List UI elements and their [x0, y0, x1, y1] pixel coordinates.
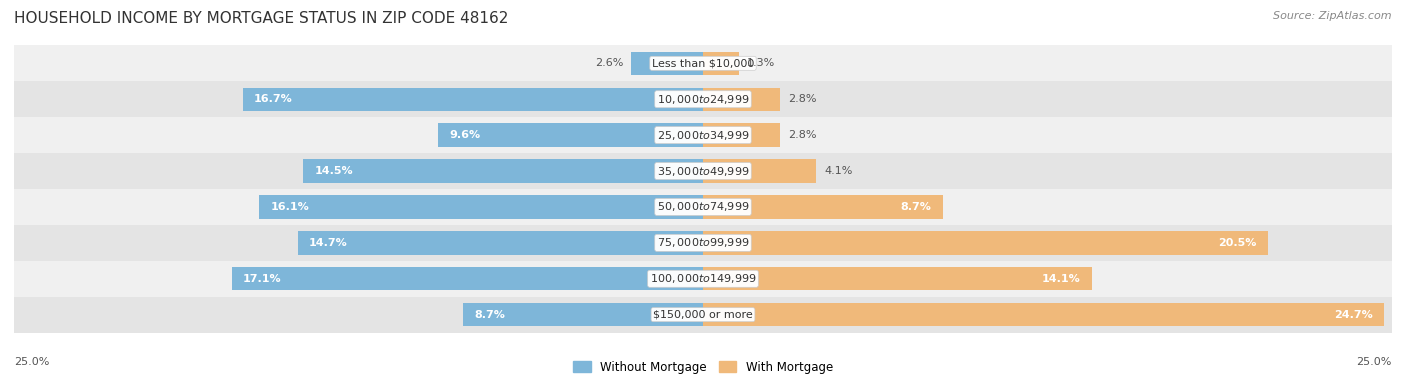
Bar — [14, 189, 1392, 225]
Text: 9.6%: 9.6% — [450, 130, 481, 140]
Bar — [304, 160, 703, 183]
Bar — [703, 267, 1091, 290]
Text: Less than $10,000: Less than $10,000 — [652, 58, 754, 68]
Text: $50,000 to $74,999: $50,000 to $74,999 — [657, 200, 749, 214]
Text: 24.7%: 24.7% — [1334, 310, 1372, 320]
Text: $25,000 to $34,999: $25,000 to $34,999 — [657, 129, 749, 142]
Text: 1.3%: 1.3% — [747, 58, 775, 68]
Bar — [703, 195, 943, 218]
Text: $100,000 to $149,999: $100,000 to $149,999 — [650, 272, 756, 285]
Bar — [631, 52, 703, 75]
Text: 14.5%: 14.5% — [315, 166, 353, 176]
Bar — [14, 45, 1392, 81]
Text: 2.6%: 2.6% — [595, 58, 623, 68]
Text: $150,000 or more: $150,000 or more — [654, 310, 752, 320]
Text: $75,000 to $99,999: $75,000 to $99,999 — [657, 236, 749, 249]
Bar — [14, 261, 1392, 297]
Bar — [14, 117, 1392, 153]
Text: Source: ZipAtlas.com: Source: ZipAtlas.com — [1274, 11, 1392, 21]
Bar — [14, 225, 1392, 261]
Text: 16.7%: 16.7% — [254, 94, 292, 104]
Bar — [439, 124, 703, 147]
Text: 14.7%: 14.7% — [309, 238, 347, 248]
Bar — [14, 153, 1392, 189]
Text: 16.1%: 16.1% — [270, 202, 309, 212]
Text: 14.1%: 14.1% — [1042, 274, 1081, 284]
Bar — [703, 52, 738, 75]
Text: 8.7%: 8.7% — [901, 202, 932, 212]
Text: 4.1%: 4.1% — [824, 166, 852, 176]
Text: $10,000 to $24,999: $10,000 to $24,999 — [657, 93, 749, 106]
Text: HOUSEHOLD INCOME BY MORTGAGE STATUS IN ZIP CODE 48162: HOUSEHOLD INCOME BY MORTGAGE STATUS IN Z… — [14, 11, 509, 26]
Bar — [703, 231, 1268, 254]
Text: 2.8%: 2.8% — [789, 94, 817, 104]
Legend: Without Mortgage, With Mortgage: Without Mortgage, With Mortgage — [568, 356, 838, 378]
Bar — [703, 160, 815, 183]
Bar — [243, 88, 703, 111]
Bar — [703, 88, 780, 111]
Bar — [298, 231, 703, 254]
Text: 8.7%: 8.7% — [474, 310, 505, 320]
Text: $35,000 to $49,999: $35,000 to $49,999 — [657, 164, 749, 178]
Text: 25.0%: 25.0% — [1357, 357, 1392, 367]
Bar — [14, 81, 1392, 117]
Text: 25.0%: 25.0% — [14, 357, 49, 367]
Bar — [703, 124, 780, 147]
Bar — [703, 303, 1384, 326]
Text: 2.8%: 2.8% — [789, 130, 817, 140]
Bar — [232, 267, 703, 290]
Text: 20.5%: 20.5% — [1219, 238, 1257, 248]
Bar — [14, 297, 1392, 333]
Bar — [463, 303, 703, 326]
Bar — [259, 195, 703, 218]
Text: 17.1%: 17.1% — [243, 274, 281, 284]
